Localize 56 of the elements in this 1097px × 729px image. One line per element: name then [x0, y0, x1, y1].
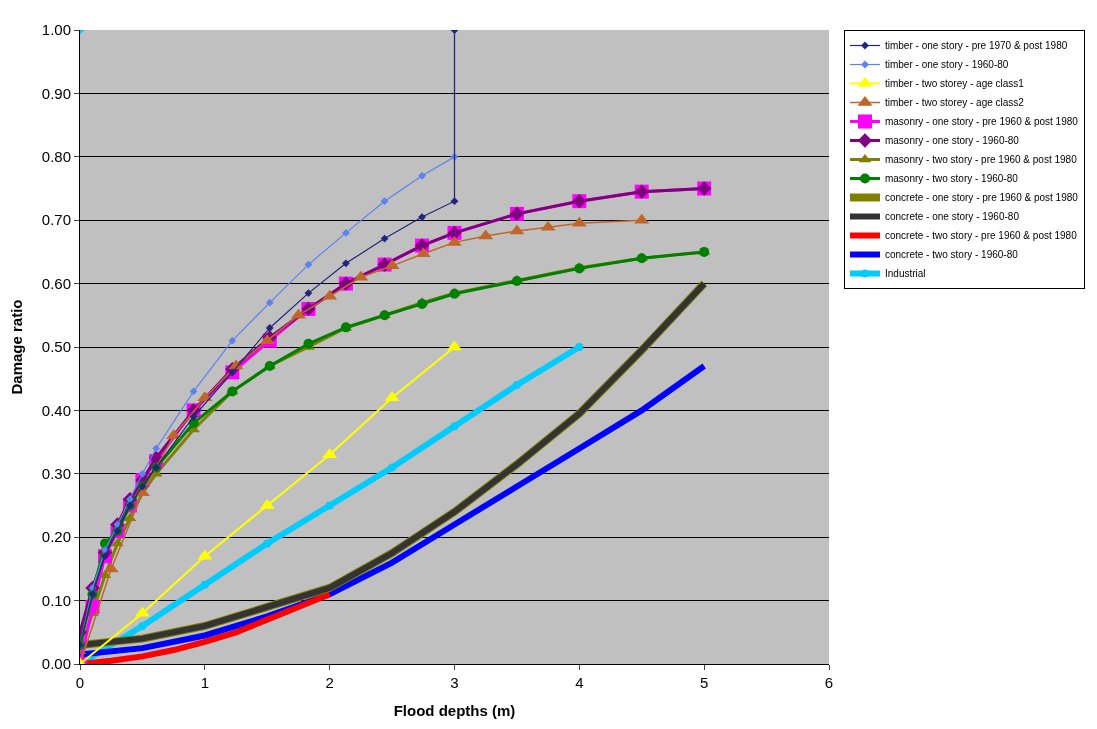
legend-label: concrete - two story - 1960-80: [884, 249, 1019, 261]
y-tick-label: 0.00: [41, 655, 71, 673]
legend-label: masonry - one story - 1960-80: [884, 135, 1020, 147]
y-tick-label: 0.90: [41, 84, 71, 102]
point: [200, 580, 209, 589]
y-axis-title: Damage ratio: [8, 299, 26, 395]
legend-label: timber - two storey - age class1: [884, 78, 1025, 90]
point: [512, 381, 521, 390]
x-tick-label: 2: [325, 674, 334, 691]
point: [342, 259, 350, 268]
y-tick-label: 1.00: [41, 21, 71, 39]
legend-label: masonry - two story - pre 1960 & post 1980: [884, 154, 1078, 166]
point: [138, 621, 147, 630]
y-tick-label: 0.40: [41, 401, 71, 419]
point: [263, 539, 272, 548]
x-tick-label: 3: [450, 674, 459, 691]
point: [304, 289, 313, 298]
legend-label: timber - two storey - age class2: [884, 97, 1025, 109]
legend-label: masonry - two story - 1960-80: [884, 173, 1019, 185]
x-tick-label: 5: [700, 674, 709, 691]
point: [265, 298, 274, 307]
y-tick-label: 0.70: [41, 211, 71, 229]
point: [450, 422, 459, 431]
point: [388, 463, 397, 472]
legend-label: Industrial: [884, 268, 926, 280]
point: [138, 469, 147, 478]
point: [325, 501, 334, 510]
x-tick-label: 4: [575, 674, 584, 691]
point: [380, 197, 389, 206]
x-tick-label: 1: [200, 674, 209, 691]
legend-label: timber - one story - 1960-80: [884, 59, 1009, 71]
point: [152, 444, 161, 453]
point: [189, 387, 198, 396]
point: [189, 412, 198, 421]
x-tick-label: 0: [75, 674, 85, 691]
legend-label: timber - one story - pre 1970 & post 1980: [884, 40, 1068, 52]
legend-label: masonry - one story - pre 1960 & post 1980: [884, 116, 1079, 128]
point: [380, 234, 389, 243]
point: [342, 228, 350, 237]
y-tick-label: 0.80: [41, 148, 71, 166]
x-axis-title: Flood depths (m): [393, 702, 516, 719]
point: [418, 171, 426, 180]
y-tick-label: 0.20: [41, 528, 71, 546]
y-tick-label: 0.30: [41, 465, 71, 483]
y-tick-label: 0.60: [41, 274, 71, 292]
x-tick-label: 6: [824, 674, 834, 691]
point: [450, 197, 459, 206]
legend-label: concrete - one story - pre 1960 & post 1980: [884, 192, 1079, 204]
point: [228, 336, 237, 345]
point: [304, 260, 313, 269]
y-tick-label: 0.50: [41, 338, 71, 356]
point: [575, 343, 584, 351]
legend-label: concrete - one story - 1960-80: [884, 211, 1020, 223]
point: [265, 324, 274, 332]
y-tick-label: 0.10: [41, 591, 71, 609]
legend-label: concrete - two story - pre 1960 & post 1980: [884, 230, 1078, 242]
